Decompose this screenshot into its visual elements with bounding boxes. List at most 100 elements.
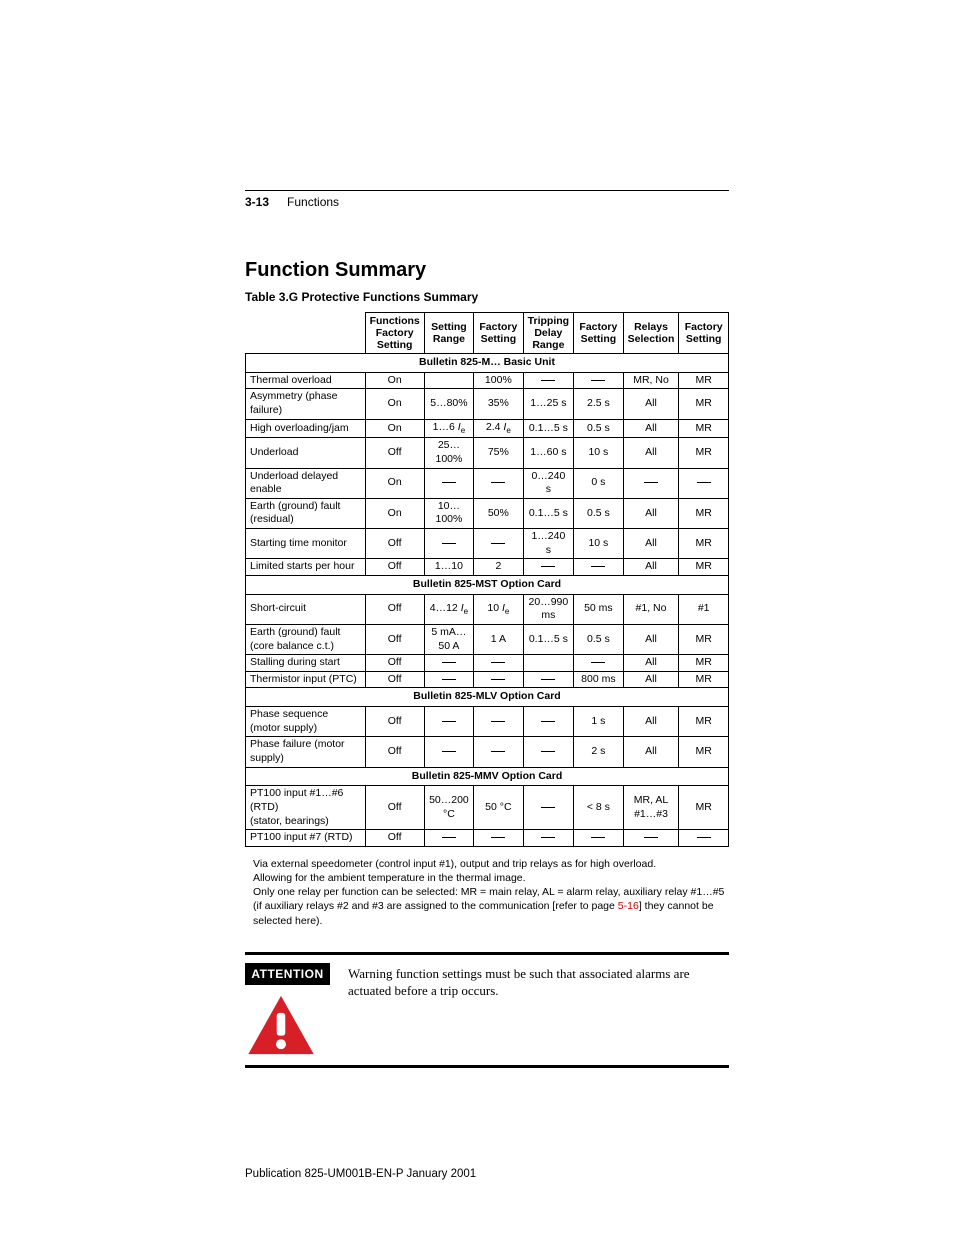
cell: Off (365, 559, 424, 576)
cell: 10 Ie (474, 594, 524, 624)
cell: On (365, 419, 424, 437)
page-header: 3-13 Functions (245, 195, 729, 209)
cell: 50…200 °C (424, 786, 473, 830)
cell (523, 786, 573, 830)
cell: Off (365, 786, 424, 830)
table-row: Underload delayed enableOn0…240 s0 s (246, 468, 729, 498)
cell (424, 707, 473, 737)
cell: Off (365, 594, 424, 624)
table-body: Bulletin 825-M… Basic UnitThermal overlo… (246, 354, 729, 847)
publication-footer: Publication 825-UM001B-EN-P January 2001 (245, 1168, 729, 1180)
page-ref-link[interactable]: 5-16 (618, 900, 639, 912)
cell: 0.5 s (574, 419, 624, 437)
row-label: Thermistor input (PTC) (246, 671, 366, 688)
cell (679, 468, 729, 498)
table-row: Thermistor input (PTC)Off800 msAllMR (246, 671, 729, 688)
table-row: Phase sequence (motor supply)Off1 sAllMR (246, 707, 729, 737)
cell: MR (679, 559, 729, 576)
col-header: TrippingDelayRange (523, 313, 573, 354)
col-header: SettingRange (424, 313, 473, 354)
cell: 50% (474, 498, 524, 528)
cell: 0…240 s (523, 468, 573, 498)
warning-icon (245, 993, 317, 1057)
cell (623, 468, 679, 498)
cell: 2.4 Ie (474, 419, 524, 437)
cell: 5 mA…50 A (424, 624, 473, 654)
table-row: High overloading/jamOn1…6 Ie2.4 Ie0.1…5 … (246, 419, 729, 437)
cell: Off (365, 830, 424, 847)
cell: 1 s (574, 707, 624, 737)
cell: All (623, 737, 679, 767)
table-row: Limited starts per hourOff1…102AllMR (246, 559, 729, 576)
cell (523, 559, 573, 576)
cell: MR (679, 389, 729, 419)
cell: All (623, 671, 679, 688)
cell (474, 529, 524, 559)
table-row: Thermal overloadOn100%MR, NoMR (246, 372, 729, 389)
cell: All (623, 707, 679, 737)
cell: All (623, 655, 679, 672)
cell: MR (679, 624, 729, 654)
table-row: Short-circuitOff4…12 Ie10 Ie20…990 ms50 … (246, 594, 729, 624)
cell: 0.5 s (574, 498, 624, 528)
cell: All (623, 419, 679, 437)
table-row: Earth (ground) fault (residual)On10…100%… (246, 498, 729, 528)
row-label: PT100 input #1…#6 (RTD)(stator, bearings… (246, 786, 366, 830)
cell: #1, No (623, 594, 679, 624)
cell: 4…12 Ie (424, 594, 473, 624)
cell: On (365, 468, 424, 498)
functions-table: FunctionsFactorySettingSettingRangeFacto… (245, 312, 729, 847)
cell: 1…25 s (523, 389, 573, 419)
table-header: FunctionsFactorySettingSettingRangeFacto… (246, 313, 729, 354)
cell (424, 468, 473, 498)
cell: All (623, 389, 679, 419)
table-caption: Table 3.G Protective Functions Summary (245, 290, 729, 304)
cell: 5…80% (424, 389, 473, 419)
cell: 1 A (474, 624, 524, 654)
cell: MR (679, 498, 729, 528)
cell (474, 468, 524, 498)
col-header: RelaysSelection (623, 313, 679, 354)
cell: 35% (474, 389, 524, 419)
row-label: Earth (ground) fault (residual) (246, 498, 366, 528)
section-header-row: Bulletin 825-MLV Option Card (246, 688, 729, 707)
cell (424, 737, 473, 767)
table-row: Asymmetry (phase failure)On5…80%35%1…25 … (246, 389, 729, 419)
cell (474, 655, 524, 672)
cell (474, 830, 524, 847)
cell (424, 655, 473, 672)
cell (424, 671, 473, 688)
cell: MR (679, 671, 729, 688)
row-label: Stalling during start (246, 655, 366, 672)
row-label: Thermal overload (246, 372, 366, 389)
cell (679, 830, 729, 847)
cell: MR (679, 737, 729, 767)
cell (623, 830, 679, 847)
note-line: Only one relay per function can be selec… (253, 885, 729, 928)
table-row: PT100 input #7 (RTD)Off (246, 830, 729, 847)
cell: 10 s (574, 529, 624, 559)
chapter-title: Functions (287, 195, 339, 209)
row-label: Underload (246, 438, 366, 468)
cell: 1…60 s (523, 438, 573, 468)
row-label: Short-circuit (246, 594, 366, 624)
table-row: PT100 input #1…#6 (RTD)(stator, bearings… (246, 786, 729, 830)
cell: MR (679, 529, 729, 559)
cell: 1…240 s (523, 529, 573, 559)
section-title: Function Summary (245, 259, 729, 282)
note-line: Via external speedometer (control input … (253, 857, 729, 871)
cell: 25…100% (424, 438, 473, 468)
cell (574, 830, 624, 847)
cell (523, 671, 573, 688)
cell (523, 737, 573, 767)
cell: 2 (474, 559, 524, 576)
cell: On (365, 389, 424, 419)
col-header: FactorySetting (574, 313, 624, 354)
attention-text: Warning function settings must be such t… (348, 963, 729, 1000)
row-label: Earth (ground) fault(core balance c.t.) (246, 624, 366, 654)
cell: 75% (474, 438, 524, 468)
cell: MR, AL#1…#3 (623, 786, 679, 830)
cell: 100% (474, 372, 524, 389)
cell: Off (365, 671, 424, 688)
section-header-row: Bulletin 825-MST Option Card (246, 576, 729, 595)
